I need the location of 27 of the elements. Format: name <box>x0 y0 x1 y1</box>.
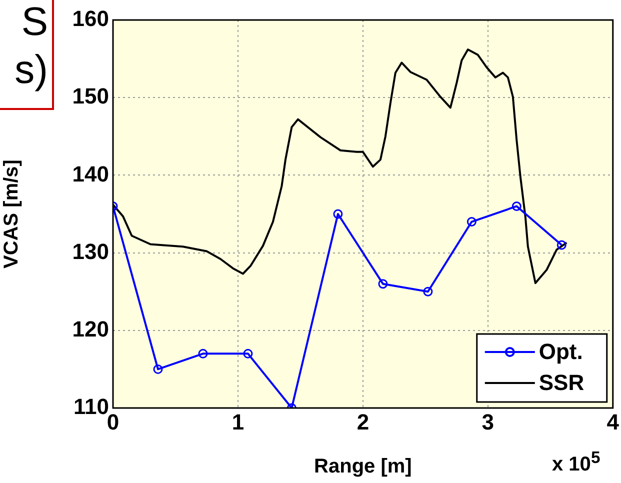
y-tick-label: 120 <box>72 316 109 342</box>
text: S <box>20 0 48 46</box>
y-tick-label: 130 <box>72 238 109 264</box>
point <box>556 240 566 250</box>
text: s) <box>14 47 48 94</box>
point <box>153 364 163 374</box>
point <box>333 209 343 219</box>
legend-label: Opt. <box>538 339 583 364</box>
x-tick-label: 0 <box>106 409 120 434</box>
x-tick-label: 4 <box>606 409 620 434</box>
text: x 10$^{5}$ <box>552 448 600 477</box>
x-tick-label: 1 <box>232 409 244 434</box>
y-axis-title: VCAS [m/s] <box>0 160 23 268</box>
legend-label: SSR <box>538 370 584 396</box>
y-tick-label: 150 <box>72 84 109 109</box>
point <box>378 279 388 289</box>
point <box>198 348 208 358</box>
x-tick-label: 3 <box>482 409 494 434</box>
x-axis-title: Range [m] <box>314 456 412 478</box>
y-tick-label: 160 <box>72 6 109 32</box>
point <box>512 201 522 211</box>
y-tick-label: 140 <box>72 161 109 186</box>
y-tick-label: 110 <box>74 394 109 420</box>
x-tick-label: 2 <box>356 409 370 434</box>
point <box>466 217 476 227</box>
point <box>243 348 253 358</box>
point <box>423 286 433 296</box>
